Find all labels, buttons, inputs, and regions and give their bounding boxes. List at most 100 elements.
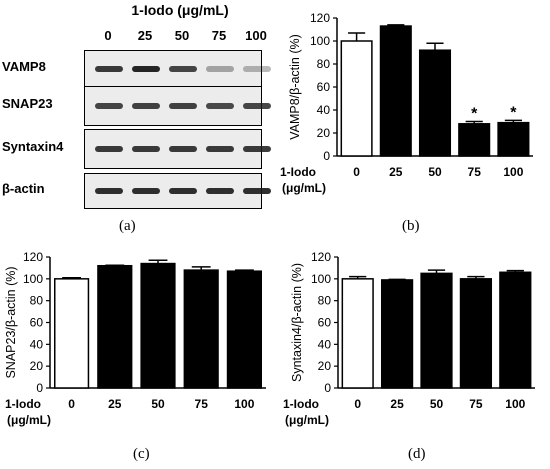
x-tick-label: 100 (505, 397, 525, 411)
bar (458, 123, 491, 157)
y-tick-label: 40 (30, 337, 44, 351)
blot-concentration-label: 25 (137, 28, 153, 43)
bar (497, 121, 530, 157)
panel-label-c: (c) (133, 446, 150, 462)
significance-marker: * (510, 104, 517, 121)
blot-band (169, 188, 197, 194)
bar (420, 272, 453, 389)
panel-label-d: (d) (408, 446, 426, 462)
y-tick-label: 20 (318, 359, 332, 373)
bar (380, 279, 414, 389)
blot-row-box (84, 86, 271, 126)
blot-band (243, 188, 271, 194)
blot-band (243, 103, 271, 109)
y-tick-label: 120 (310, 11, 330, 25)
chart-syntaxin4: 0 20 40 60 80 100 120 Syntaxin4/β-actin (%) 1-Io… (283, 250, 535, 427)
blot-concentration-label: 100 (245, 28, 267, 43)
y-tick-label: 120 (311, 250, 331, 264)
blot-band (132, 188, 160, 194)
x-tick-label: 50 (151, 397, 165, 411)
blot-row-box (84, 50, 271, 88)
bar (183, 269, 219, 389)
panel-label-b: (b) (402, 218, 420, 234)
x-axis-label-unit: (μg/mL) (282, 181, 326, 195)
x-axis-label-unit: (μg/mL) (285, 413, 329, 427)
blot-row-box (84, 173, 271, 209)
x-axis-label-unit: (μg/mL) (7, 413, 51, 427)
y-tick-label: 80 (318, 294, 332, 308)
x-tick-label: 100 (503, 165, 523, 179)
blot-band (206, 146, 234, 152)
bar (226, 270, 262, 389)
blot-band (132, 146, 160, 152)
x-axis-label: 1-Iodo (280, 165, 316, 179)
blot-band (132, 103, 160, 109)
blot-row-label: Syntaxin4 (2, 139, 64, 154)
x-axis-label: 1-Iodo (283, 397, 319, 411)
blot-band (243, 66, 271, 72)
x-tick-label: 0 (354, 397, 361, 411)
y-axis-label: VAMP8/β-actin (%) (288, 34, 302, 140)
bar (418, 49, 452, 157)
x-tick-label: 25 (389, 165, 403, 179)
blot-row-label: β-actin (2, 181, 45, 196)
x-tick-label: 100 (234, 397, 254, 411)
bar (459, 278, 493, 389)
chart-snap23: 0 20 40 60 80 100 120 SNAP23/β-actin (%) 1-Iodo (… (4, 250, 266, 427)
bar (379, 25, 412, 157)
bar (340, 40, 373, 157)
blot-band (169, 66, 197, 72)
y-tick-label: 40 (317, 103, 331, 117)
bar (140, 262, 176, 389)
blot-band (95, 66, 123, 72)
blot-band (95, 146, 123, 152)
bar (54, 278, 90, 389)
blot-band (206, 66, 234, 72)
y-tick-label: 100 (23, 272, 43, 286)
y-tick-label: 60 (317, 80, 331, 94)
blot-concentration-label: 75 (211, 28, 227, 43)
blot-band (206, 188, 234, 194)
y-tick-label: 80 (30, 294, 44, 308)
x-tick-label: 0 (353, 165, 360, 179)
y-tick-label: 100 (310, 34, 330, 48)
blot-concentration-label: 0 (104, 28, 112, 43)
x-tick-label: 0 (68, 397, 75, 411)
x-tick-label: 50 (430, 397, 444, 411)
x-tick-label: 50 (428, 165, 442, 179)
bar (97, 264, 133, 389)
blot-band (169, 146, 197, 152)
y-tick-label: 80 (317, 57, 331, 71)
y-tick-label: 40 (318, 337, 332, 351)
y-tick-label: 0 (36, 381, 43, 395)
x-tick-label: 25 (390, 397, 404, 411)
blot-concentration-label: 50 (174, 28, 190, 43)
y-tick-label: 20 (30, 359, 44, 373)
panel-label-a: (a) (119, 218, 136, 234)
blot-band (95, 188, 123, 194)
chart-vamp8: 0 20 40 60 80 100 120 VAMP8/β-actin (%) 1-Iodo (μ… (280, 11, 533, 195)
x-tick-label: 75 (469, 397, 483, 411)
y-tick-label: 20 (317, 126, 331, 140)
y-tick-label: 100 (311, 272, 331, 286)
y-tick-label: 60 (318, 316, 332, 330)
x-tick-label: 75 (195, 397, 209, 411)
y-axis-label: Syntaxin4/β-actin (%) (290, 263, 304, 382)
blot-row-label: VAMP8 (2, 59, 46, 74)
bar (499, 271, 532, 389)
y-tick-label: 60 (30, 316, 44, 330)
blot-band (243, 146, 271, 152)
blot-row-label: SNAP23 (2, 96, 53, 111)
y-tick-label: 0 (324, 381, 331, 395)
y-axis-label: SNAP23/β-actin (%) (4, 266, 18, 378)
x-tick-label: 25 (108, 397, 122, 411)
blot-band (206, 103, 234, 109)
blot-band (95, 103, 123, 109)
blot-band (132, 66, 160, 72)
x-tick-label: 75 (468, 165, 482, 179)
blot-title: 1-Iodo (μg/mL) (131, 2, 229, 18)
y-tick-label: 120 (23, 250, 43, 264)
x-axis-label: 1-Iodo (5, 397, 41, 411)
blot-band (169, 103, 197, 109)
